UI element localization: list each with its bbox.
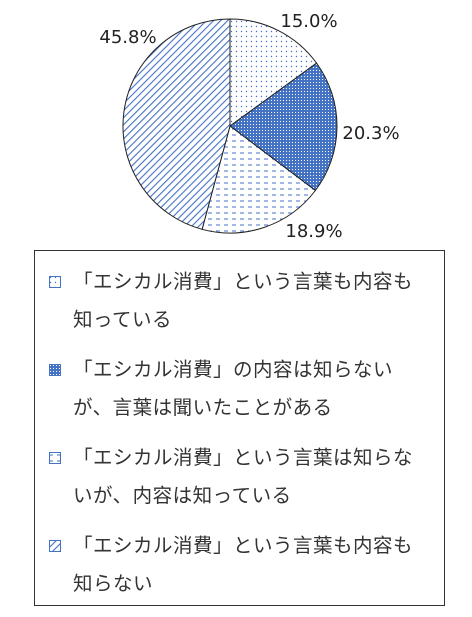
legend-item: 「エシカル消費」という言葉は知らないが、内容は知っている: [49, 439, 429, 523]
pie-slice: [201, 125, 317, 234]
pie-slice: [229, 62, 338, 192]
pie-chart: 15.0% 20.3% 18.9% 45.8%: [99, 11, 399, 242]
legend-label: 「エシカル消費」の内容は知らないが、言葉は聞いたことがある: [73, 358, 394, 419]
legend-item: 「エシカル消費」という言葉も内容も知っている: [49, 263, 429, 347]
legend-swatch: [49, 364, 61, 376]
legend-label: 「エシカル消費」という言葉は知らないが、内容は知っている: [73, 446, 414, 507]
slice-value-label: 18.9%: [285, 221, 342, 242]
slice-value-label: 45.8%: [99, 27, 156, 48]
legend-swatch: [49, 452, 61, 464]
slice-value-label: 20.3%: [342, 123, 399, 144]
pie-slice: [122, 18, 231, 230]
legend-swatch: [49, 276, 61, 288]
slice-value-label: 15.0%: [280, 11, 337, 32]
legend-label: 「エシカル消費」という言葉も内容も知っている: [73, 270, 414, 331]
legend-item: 「エシカル消費」という言葉も内容も知らない: [49, 527, 429, 611]
legend: 「エシカル消費」という言葉も内容も知っている 「エシカル消費」の内容は知らないが…: [34, 250, 445, 606]
legend-label: 「エシカル消費」という言葉も内容も知らない: [73, 534, 414, 595]
legend-item: 「エシカル消費」の内容は知らないが、言葉は聞いたことがある: [49, 351, 429, 435]
pie-slice: [229, 18, 318, 127]
legend-swatch: [49, 540, 61, 552]
